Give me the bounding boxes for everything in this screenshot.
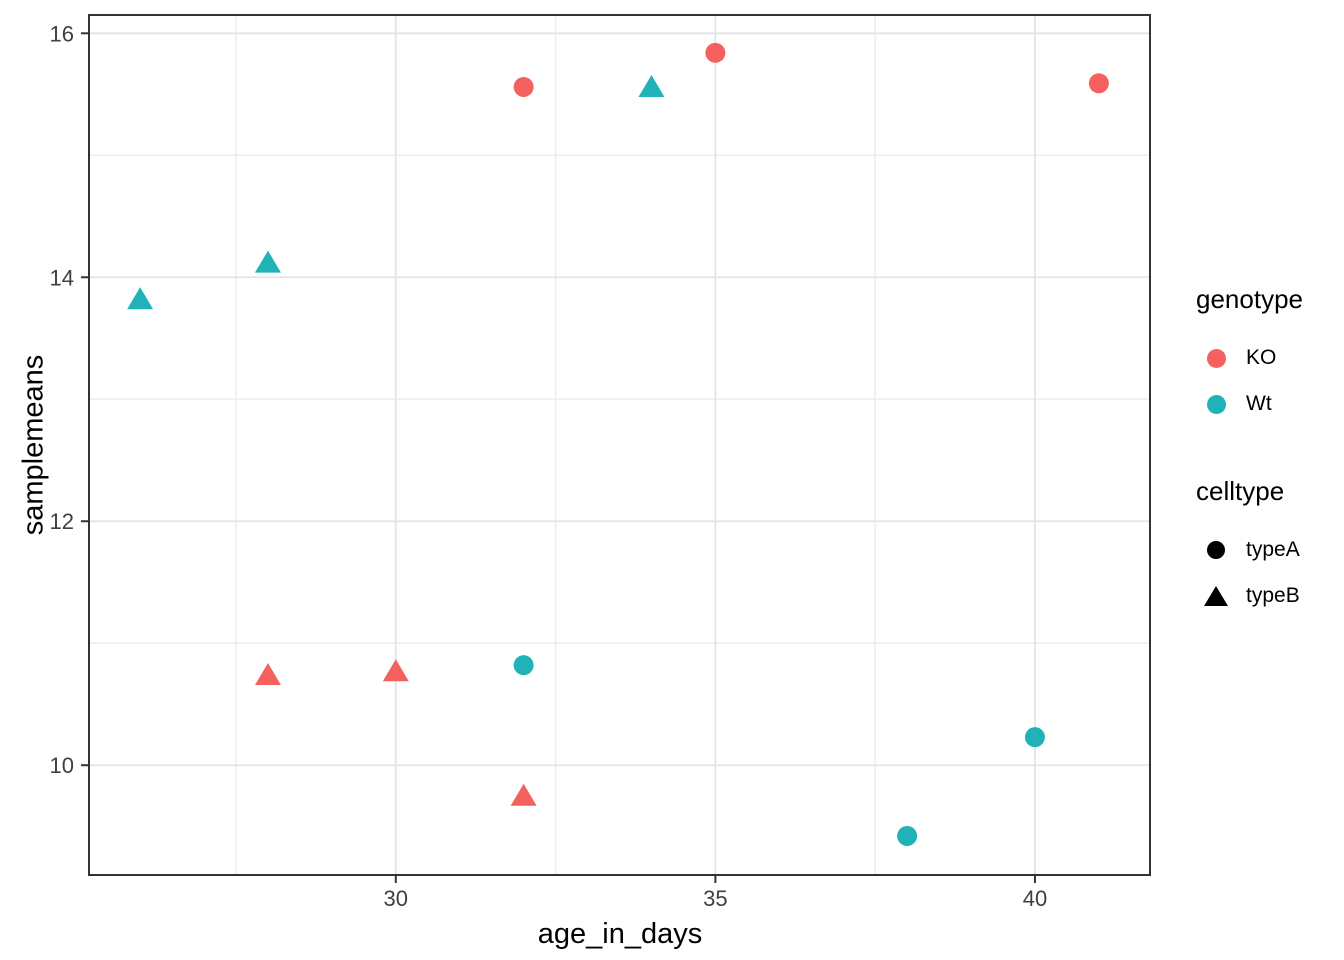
- legend-label-ko: KO: [1246, 346, 1277, 369]
- data-point-wt-typeb: [638, 74, 665, 97]
- data-point-wt-typeb: [127, 287, 154, 310]
- y-tick-label: 16: [50, 21, 74, 46]
- ko-key: [1196, 348, 1236, 368]
- data-point-ko-typeb: [254, 662, 281, 685]
- data-point-ko-typea: [1088, 73, 1109, 94]
- x-tick-label: 40: [1023, 886, 1047, 911]
- panel-background: [89, 15, 1150, 875]
- y-tick-label: 10: [50, 753, 74, 778]
- legend-item-wt: Wt: [1196, 381, 1344, 427]
- data-point-ko-typeb: [510, 783, 537, 806]
- legend-genotype: genotype KO Wt: [1196, 284, 1344, 427]
- legend-item-typea: typeA: [1196, 527, 1344, 573]
- panel-border: [88, 14, 1151, 876]
- legend-item-typeb: typeB: [1196, 573, 1344, 619]
- data-point-ko-typea: [513, 76, 534, 97]
- y-tick-label: 12: [50, 509, 74, 534]
- typeb-key: [1196, 586, 1236, 606]
- legend-genotype-title: genotype: [1196, 284, 1303, 314]
- data-point-wt-typea: [1024, 727, 1045, 748]
- legend-label-typeb: typeB: [1246, 584, 1300, 607]
- y-tick-label: 14: [50, 265, 74, 290]
- typea-key: [1196, 541, 1236, 559]
- x-tick-label: 30: [384, 886, 408, 911]
- typeb-triangle-icon: [1204, 586, 1228, 606]
- data-point-wt-typea: [513, 655, 534, 676]
- legend-label-wt: Wt: [1246, 392, 1272, 415]
- ko-color-circle-icon: [1206, 348, 1226, 368]
- data-point-wt-typeb: [254, 250, 281, 273]
- legend-celltype: celltype typeA typeB: [1196, 476, 1344, 619]
- x-axis-title: age_in_days: [537, 918, 703, 950]
- typea-circle-icon: [1207, 541, 1225, 559]
- y-axis-title: samplemeans: [17, 354, 50, 536]
- legend-celltype-title: celltype: [1196, 476, 1285, 506]
- wt-key: [1196, 394, 1236, 414]
- wt-color-circle-icon: [1206, 394, 1226, 414]
- data-point-ko-typea: [705, 42, 726, 63]
- data-point-wt-typea: [897, 825, 918, 846]
- data-point-ko-typeb: [382, 659, 409, 682]
- x-tick-label: 35: [703, 886, 727, 911]
- legend-label-typea: typeA: [1246, 538, 1300, 561]
- legend-item-ko: KO: [1196, 335, 1344, 381]
